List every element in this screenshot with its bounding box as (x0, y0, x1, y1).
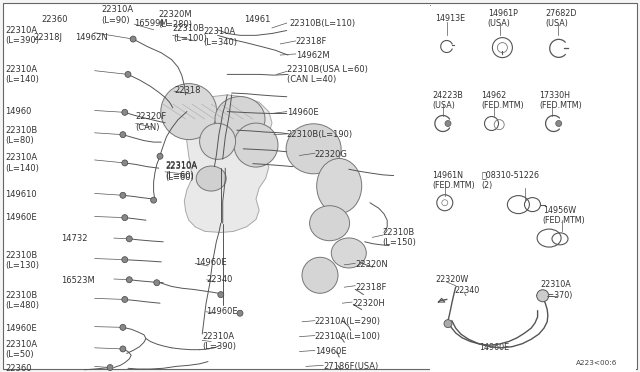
Text: 14962N: 14962N (76, 33, 108, 42)
Text: 22310B
(L=480): 22310B (L=480) (5, 291, 39, 310)
Text: 14960E: 14960E (195, 258, 227, 267)
Text: 22310B
(L=130): 22310B (L=130) (5, 251, 39, 270)
Text: 22320H: 22320H (352, 299, 385, 308)
Polygon shape (184, 95, 272, 232)
Text: 14732: 14732 (61, 234, 87, 243)
Text: 22320G: 22320G (315, 150, 348, 159)
Text: 14960E: 14960E (5, 324, 36, 333)
Text: 22318F: 22318F (355, 283, 387, 292)
Circle shape (154, 280, 160, 286)
Text: 22318F: 22318F (296, 37, 327, 46)
Circle shape (120, 132, 126, 138)
Circle shape (150, 197, 157, 203)
Text: 14962
(FED.MTM): 14962 (FED.MTM) (481, 91, 524, 110)
Text: 22340: 22340 (207, 275, 233, 284)
Circle shape (120, 192, 126, 198)
Text: 14961N
(FED.MTM): 14961N (FED.MTM) (432, 171, 475, 190)
Text: 14960E: 14960E (287, 108, 318, 117)
Text: 22320F
(CAN): 22320F (CAN) (136, 112, 167, 132)
Circle shape (107, 365, 113, 371)
Circle shape (122, 109, 128, 115)
Ellipse shape (196, 166, 226, 191)
Text: 27186F(USA): 27186F(USA) (323, 362, 378, 371)
Text: 17330H
(FED.MTM): 17330H (FED.MTM) (539, 91, 582, 110)
Text: 14913E: 14913E (435, 14, 465, 23)
Text: 14961P
(USA): 14961P (USA) (488, 9, 518, 28)
Text: 22340: 22340 (454, 286, 479, 295)
Text: 22310A(L=290): 22310A(L=290) (315, 317, 381, 326)
Circle shape (120, 324, 126, 330)
Bar (430, 6, 636, 372)
Text: 22310A
(L=390): 22310A (L=390) (5, 26, 39, 45)
Text: 22320N: 22320N (355, 260, 388, 269)
Circle shape (218, 292, 224, 298)
Circle shape (125, 71, 131, 77)
Text: 22310B(L=190): 22310B(L=190) (287, 130, 353, 139)
Circle shape (237, 310, 243, 316)
Text: 22310B(USA L=60)
(CAN L=40): 22310B(USA L=60) (CAN L=40) (287, 65, 367, 84)
Text: 22310B(L=110): 22310B(L=110) (289, 19, 355, 28)
Ellipse shape (310, 206, 349, 241)
Text: 14960E: 14960E (5, 213, 36, 222)
Text: 22310A
(L=50): 22310A (L=50) (5, 340, 37, 359)
Ellipse shape (317, 158, 362, 214)
Text: 22320M
(L=280): 22320M (L=280) (159, 10, 193, 29)
Ellipse shape (286, 124, 341, 174)
Ellipse shape (215, 97, 265, 141)
Circle shape (302, 257, 338, 293)
Circle shape (537, 290, 548, 302)
Text: Ⓝ08310-51226
(2): Ⓝ08310-51226 (2) (481, 171, 540, 190)
Text: 22310B
(L=100): 22310B (L=100) (173, 24, 207, 43)
Text: 14960E: 14960E (479, 343, 509, 352)
Circle shape (444, 320, 452, 328)
Circle shape (130, 36, 136, 42)
Text: 22310B
(L=80): 22310B (L=80) (5, 126, 37, 145)
Text: 14960: 14960 (5, 107, 31, 116)
Circle shape (234, 123, 278, 167)
Circle shape (445, 121, 451, 126)
Text: 22310A
(L=90): 22310A (L=90) (101, 5, 133, 25)
Text: A223<00:6: A223<00:6 (576, 360, 618, 366)
Circle shape (556, 121, 562, 126)
Text: 22310A
(L=390): 22310A (L=390) (202, 332, 236, 351)
Text: 22320W: 22320W (435, 275, 468, 284)
Text: 22310A
(L=60): 22310A (L=60) (165, 161, 197, 180)
Text: 22310A
(L=140): 22310A (L=140) (5, 153, 39, 173)
Circle shape (126, 236, 132, 242)
Circle shape (126, 277, 132, 283)
Text: 22360: 22360 (5, 364, 31, 372)
Text: 14961: 14961 (244, 15, 271, 24)
Circle shape (122, 296, 128, 302)
Text: 14962M: 14962M (296, 51, 330, 60)
Text: 22310B
(L=150): 22310B (L=150) (383, 228, 417, 247)
Text: 14956W
(FED.MTM): 14956W (FED.MTM) (543, 206, 586, 225)
Text: 22310A
(L=340): 22310A (L=340) (204, 28, 237, 47)
Text: 22318: 22318 (174, 86, 200, 94)
Text: 22360: 22360 (42, 15, 68, 24)
Text: 14960E: 14960E (315, 347, 346, 356)
Text: 24223B
(USA): 24223B (USA) (432, 91, 463, 110)
Circle shape (122, 257, 128, 263)
Text: 22318J: 22318J (33, 33, 62, 42)
Text: 149610: 149610 (5, 190, 36, 199)
Text: 22310A
(L=370): 22310A (L=370) (541, 280, 573, 300)
Circle shape (157, 153, 163, 159)
Text: 22310A(L=100): 22310A(L=100) (315, 332, 381, 341)
Text: 16599M: 16599M (134, 19, 168, 28)
Text: 14960E: 14960E (206, 307, 237, 316)
Text: 22310A
(L=60): 22310A (L=60) (165, 162, 197, 182)
Circle shape (120, 346, 126, 352)
Ellipse shape (332, 238, 366, 268)
Text: 22310A
(L=140): 22310A (L=140) (5, 65, 39, 84)
Text: 16523M: 16523M (61, 276, 95, 285)
Circle shape (161, 84, 217, 140)
Circle shape (122, 215, 128, 221)
Circle shape (122, 160, 128, 166)
Text: 27682D
(USA): 27682D (USA) (545, 9, 577, 28)
Circle shape (200, 124, 236, 159)
